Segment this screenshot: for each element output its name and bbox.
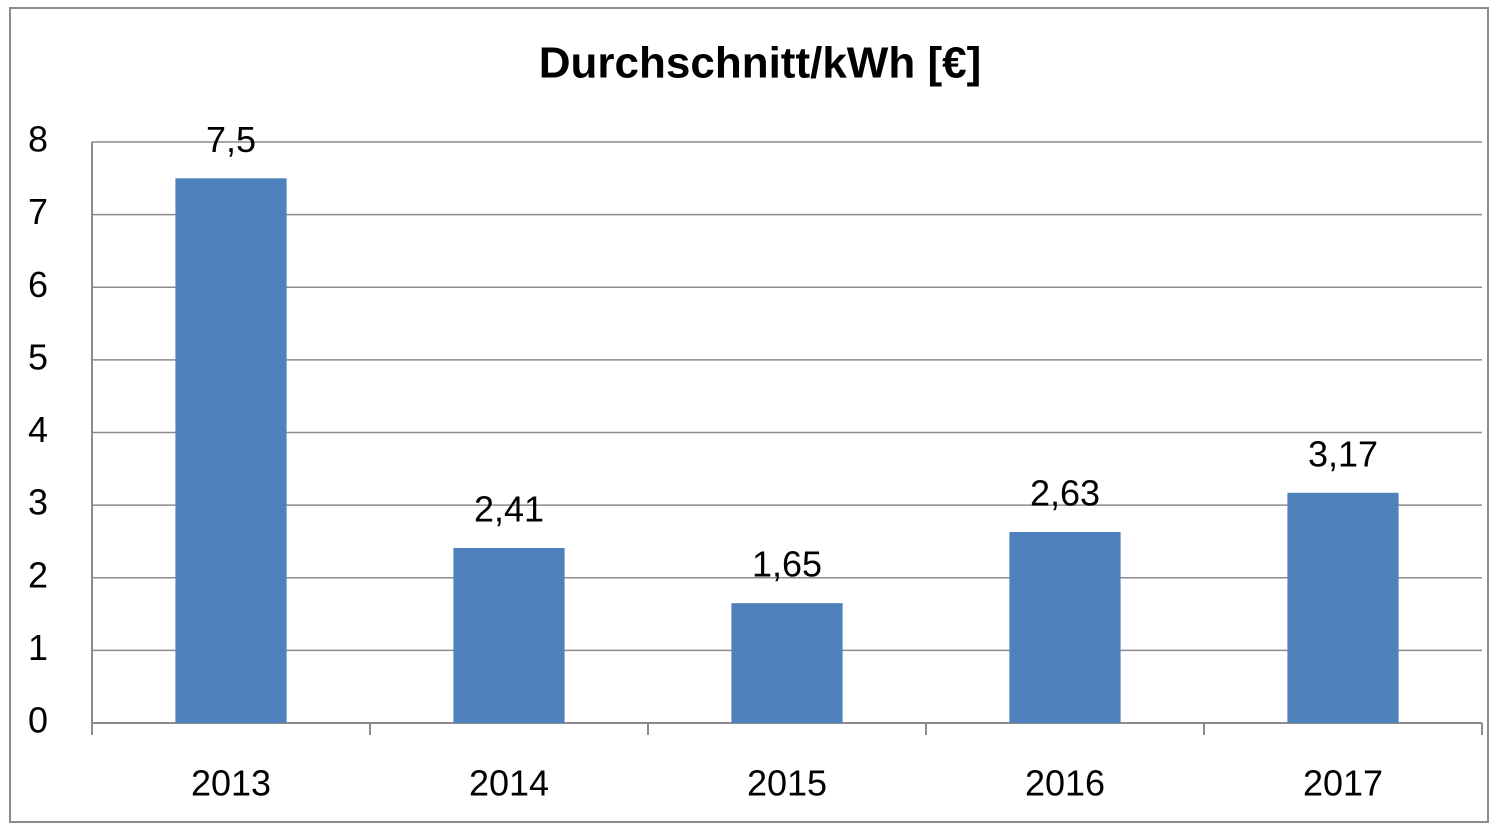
- y-tick-label: 2: [28, 554, 48, 595]
- bar: [731, 603, 843, 723]
- x-tick-label: 2015: [747, 763, 827, 804]
- x-tick-label: 2017: [1303, 763, 1383, 804]
- y-tick-label: 1: [28, 627, 48, 668]
- bar: [1287, 492, 1399, 723]
- bar: [175, 178, 287, 723]
- y-tick-label: 3: [28, 482, 48, 523]
- value-label: 1,65: [752, 544, 822, 585]
- y-tick-label: 8: [28, 119, 48, 160]
- y-tick-label: 5: [28, 336, 48, 377]
- x-tick-label: 2014: [469, 763, 549, 804]
- x-tick-label: 2016: [1025, 763, 1105, 804]
- value-label: 2,63: [1030, 473, 1100, 514]
- value-label: 3,17: [1308, 433, 1378, 474]
- value-label: 2,41: [474, 488, 544, 529]
- value-label: 7,5: [206, 119, 256, 160]
- chart-title: Durchschnitt/kWh [€]: [539, 39, 981, 88]
- bar: [453, 547, 565, 723]
- y-tick-label: 0: [28, 700, 48, 741]
- y-tick-label: 7: [28, 191, 48, 232]
- x-tick-label: 2013: [191, 763, 271, 804]
- y-tick-label: 4: [28, 409, 48, 450]
- y-tick-label: 6: [28, 264, 48, 305]
- bar: [1009, 531, 1121, 723]
